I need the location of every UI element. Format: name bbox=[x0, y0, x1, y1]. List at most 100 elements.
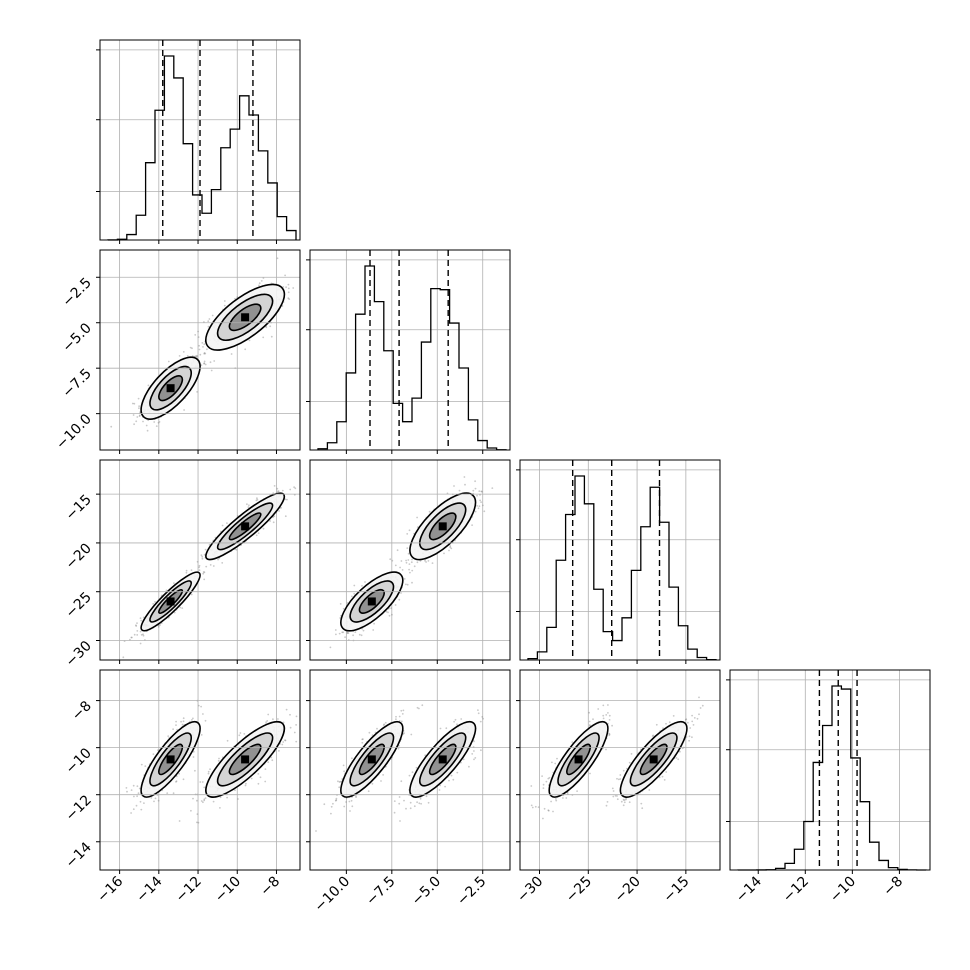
sample-point bbox=[194, 769, 196, 772]
panel-3-2: −30 −25 −20 −15 bbox=[514, 669, 721, 906]
sample-point bbox=[391, 559, 394, 562]
sample-point bbox=[608, 732, 610, 735]
sample-point bbox=[139, 800, 142, 803]
sample-point bbox=[277, 490, 280, 493]
sample-point bbox=[400, 560, 403, 562]
sample-point bbox=[204, 719, 207, 722]
sample-point bbox=[477, 507, 480, 510]
sample-point bbox=[552, 810, 554, 813]
sample-point bbox=[481, 716, 484, 718]
sample-point bbox=[284, 498, 287, 501]
sample-point bbox=[388, 614, 391, 617]
sample-point bbox=[464, 483, 466, 486]
sample-point bbox=[209, 361, 212, 364]
sample-point bbox=[130, 812, 132, 814]
sample-point bbox=[280, 506, 282, 509]
sample-point bbox=[204, 797, 207, 799]
sample-point bbox=[281, 489, 284, 492]
histogram-step bbox=[317, 265, 507, 451]
sample-point bbox=[270, 335, 273, 338]
sample-point bbox=[611, 724, 613, 727]
sample-point bbox=[471, 524, 473, 526]
sample-point bbox=[202, 801, 204, 804]
sample-point bbox=[257, 532, 260, 535]
sample-point bbox=[460, 718, 463, 720]
sample-point bbox=[453, 720, 455, 723]
sample-point bbox=[354, 631, 357, 633]
sample-point bbox=[288, 298, 291, 300]
sample-point bbox=[203, 798, 206, 801]
sample-point bbox=[443, 552, 445, 555]
sample-point bbox=[185, 571, 188, 574]
sample-point bbox=[427, 560, 430, 562]
sample-point bbox=[384, 721, 387, 724]
sample-point bbox=[453, 485, 455, 487]
sample-point bbox=[477, 709, 479, 711]
sample-point bbox=[150, 797, 153, 799]
sample-point bbox=[473, 758, 475, 761]
x-tick-label: −16 bbox=[94, 873, 126, 905]
sample-point bbox=[403, 732, 405, 735]
sample-point bbox=[295, 740, 298, 743]
sample-point bbox=[202, 571, 205, 573]
sample-point bbox=[158, 421, 161, 423]
sample-point bbox=[173, 611, 176, 614]
sample-point bbox=[282, 721, 285, 724]
sample-point bbox=[172, 792, 175, 795]
sample-point bbox=[395, 715, 397, 718]
sample-point bbox=[407, 552, 410, 555]
sample-point bbox=[198, 344, 200, 347]
sample-point bbox=[284, 274, 286, 277]
sample-point bbox=[217, 759, 220, 762]
sample-point bbox=[562, 797, 564, 799]
sample-point bbox=[258, 282, 261, 285]
sample-point bbox=[236, 296, 239, 298]
sample-point bbox=[190, 809, 192, 812]
sample-point bbox=[226, 522, 228, 524]
sample-point bbox=[545, 780, 548, 783]
sample-point bbox=[373, 622, 375, 625]
y-tick-label: −2.5 bbox=[59, 275, 94, 310]
sample-point bbox=[355, 795, 357, 797]
scatter-layer bbox=[122, 485, 297, 659]
sample-point bbox=[376, 727, 378, 730]
sample-point bbox=[444, 785, 446, 788]
density-peak bbox=[438, 755, 447, 764]
x-tick-label: −10 bbox=[212, 874, 244, 906]
sample-point bbox=[207, 772, 210, 775]
sample-point bbox=[351, 805, 354, 808]
sample-point bbox=[289, 488, 292, 491]
sample-point bbox=[196, 799, 198, 802]
sample-point bbox=[380, 780, 382, 782]
sample-point bbox=[361, 585, 363, 587]
sample-point bbox=[339, 603, 342, 605]
sample-point bbox=[266, 720, 269, 722]
sample-point bbox=[315, 830, 317, 832]
sample-point bbox=[125, 787, 128, 789]
sample-point bbox=[203, 352, 206, 354]
density-peak bbox=[367, 755, 376, 764]
sample-point bbox=[534, 805, 537, 808]
panel-0-0 bbox=[96, 39, 301, 244]
y-tick-label: −5.0 bbox=[59, 320, 94, 355]
sample-point bbox=[200, 554, 203, 557]
sample-point bbox=[588, 724, 591, 726]
sample-point bbox=[371, 782, 374, 785]
sample-point bbox=[396, 549, 399, 552]
sample-point bbox=[257, 773, 260, 775]
sample-point bbox=[223, 304, 226, 307]
sample-point bbox=[605, 748, 607, 751]
sample-point bbox=[133, 633, 136, 636]
sample-point bbox=[194, 355, 197, 358]
sample-point bbox=[576, 790, 578, 792]
sample-point bbox=[607, 712, 609, 714]
sample-point bbox=[265, 326, 268, 329]
sample-point bbox=[289, 713, 291, 716]
sample-point bbox=[276, 487, 279, 490]
sample-point bbox=[217, 558, 219, 561]
sample-point bbox=[399, 820, 401, 822]
sample-point bbox=[345, 801, 347, 803]
sample-point bbox=[410, 733, 413, 736]
sample-point bbox=[398, 715, 401, 718]
sample-point bbox=[286, 498, 288, 501]
